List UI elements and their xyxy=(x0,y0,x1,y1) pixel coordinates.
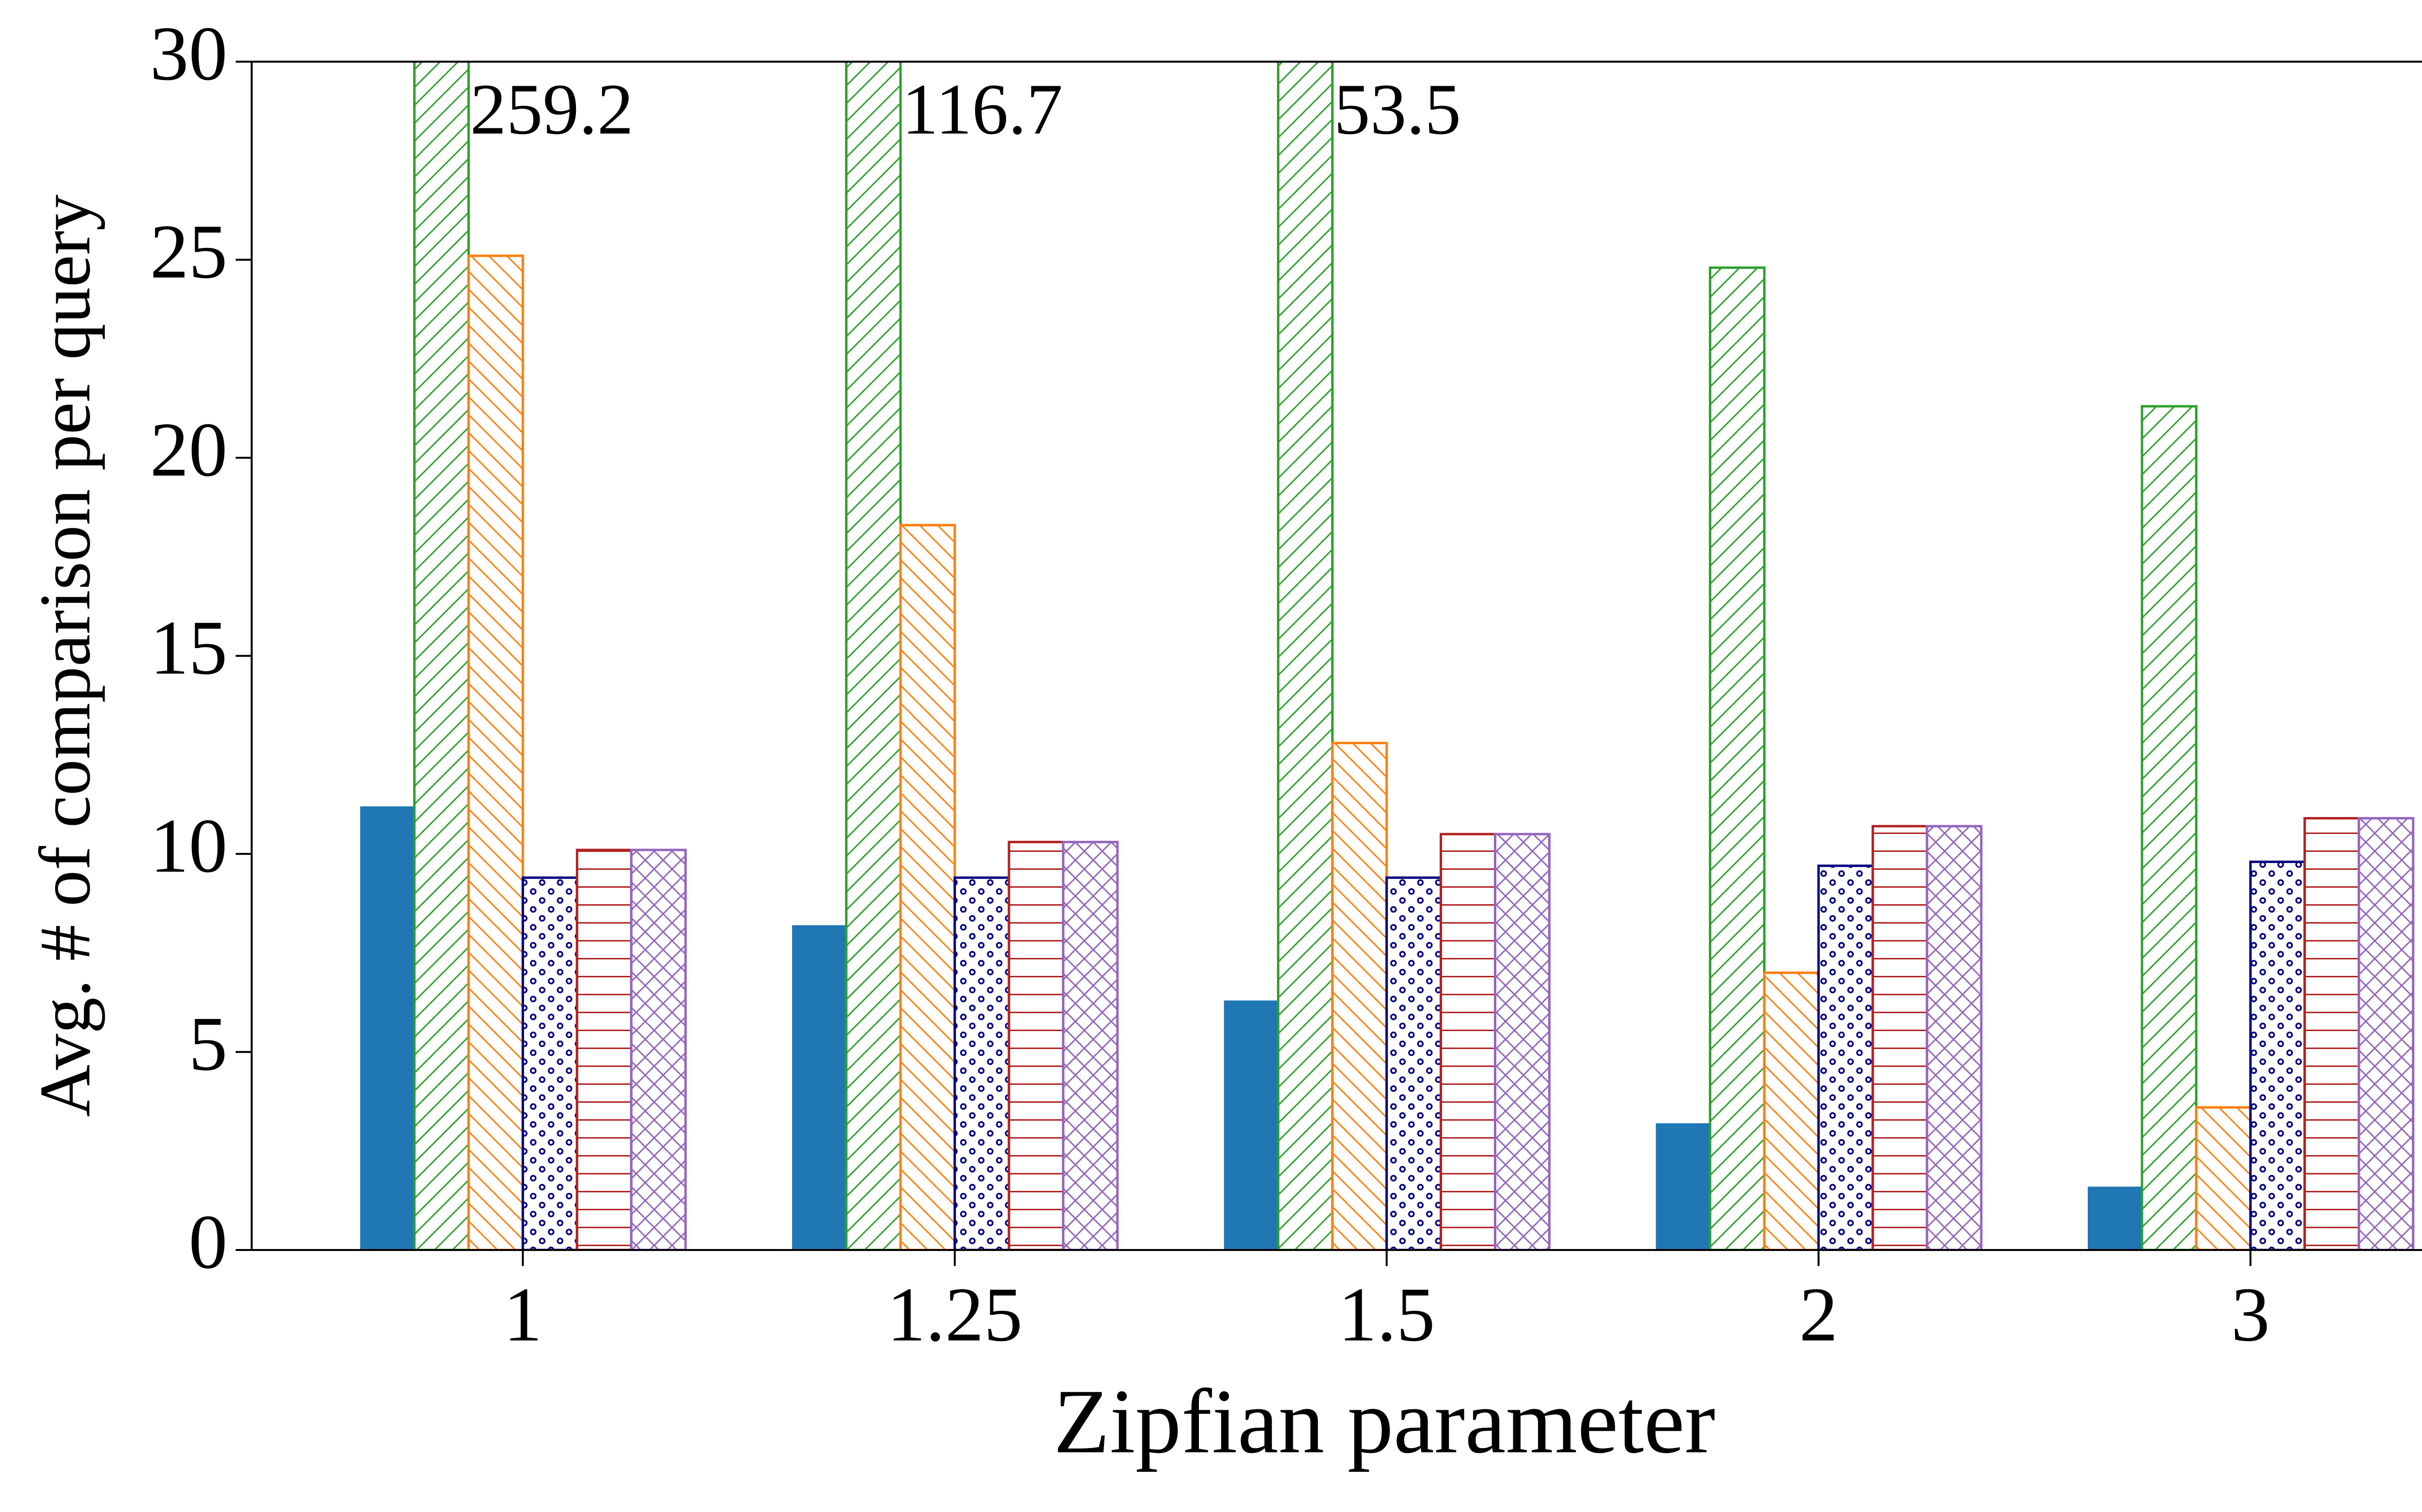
y-tick-label: 5 xyxy=(189,1001,228,1087)
bar xyxy=(845,62,902,1250)
value-label: 53.5 xyxy=(1334,69,1461,150)
value-label: 259.2 xyxy=(470,69,634,150)
bar xyxy=(953,876,1010,1250)
bar xyxy=(1277,62,1334,1250)
plot-frame xyxy=(250,61,2422,1251)
y-tick-label: 10 xyxy=(150,802,228,889)
y-tick-label: 25 xyxy=(150,208,228,294)
x-tick-label: 1 xyxy=(503,1271,542,1358)
bar xyxy=(1871,825,1928,1250)
bar xyxy=(1224,1000,1278,1250)
bar xyxy=(1331,741,1388,1250)
x-axis-label: Zipfian parameter xyxy=(1054,1371,1715,1473)
bar xyxy=(1817,864,1874,1250)
bar xyxy=(467,254,524,1250)
bar xyxy=(2358,817,2415,1250)
bars xyxy=(360,62,2415,1250)
bar xyxy=(2088,1187,2142,1250)
bar xyxy=(575,849,633,1250)
y-axis-label: Avg. # of comparison per query xyxy=(25,194,105,1117)
x-tick-label: 1.25 xyxy=(887,1271,1023,1358)
y-tick-label: 30 xyxy=(150,10,228,96)
x-tick-label: 3 xyxy=(2231,1271,2270,1358)
bar xyxy=(521,876,578,1250)
bar xyxy=(1925,825,1983,1250)
bar xyxy=(792,925,847,1250)
bar xyxy=(1008,841,1065,1250)
bar xyxy=(899,524,956,1250)
bar xyxy=(1385,876,1443,1250)
value-label: 116.7 xyxy=(902,69,1063,150)
bar xyxy=(413,62,470,1250)
bar xyxy=(1708,266,1766,1250)
x-tick-label: 1.5 xyxy=(1338,1271,1435,1358)
y-tick-label: 15 xyxy=(150,604,228,691)
x-tick-label: 2 xyxy=(1799,1271,1838,1358)
bar xyxy=(630,849,687,1250)
bar xyxy=(1656,1123,1710,1250)
bar xyxy=(1062,841,1119,1250)
bar xyxy=(1763,972,1820,1250)
bar xyxy=(2249,861,2306,1250)
bar xyxy=(2303,817,2360,1250)
bar xyxy=(1494,833,1551,1250)
bar xyxy=(1440,833,1497,1250)
bar xyxy=(360,806,415,1250)
bar xyxy=(2195,1106,2252,1250)
y-tick-label: 20 xyxy=(150,406,228,493)
bar xyxy=(2141,405,2198,1250)
y-tick-label: 0 xyxy=(189,1199,228,1285)
